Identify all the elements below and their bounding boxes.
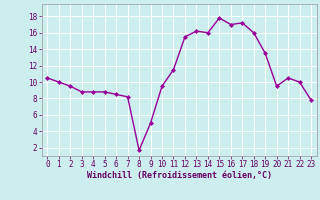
X-axis label: Windchill (Refroidissement éolien,°C): Windchill (Refroidissement éolien,°C) — [87, 171, 272, 180]
